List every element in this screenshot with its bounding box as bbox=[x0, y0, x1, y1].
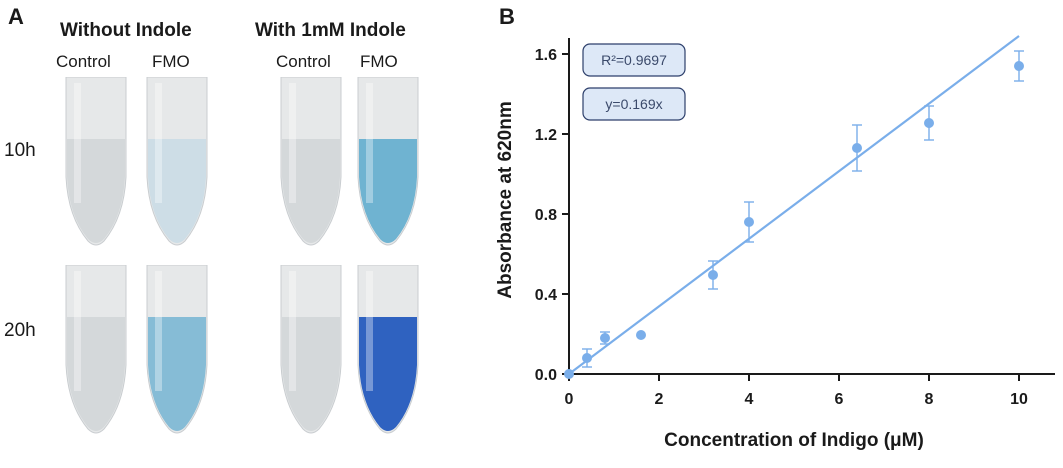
col-label-control-1: Control bbox=[56, 52, 111, 71]
x-tick-label: 0 bbox=[565, 391, 574, 408]
data-point bbox=[564, 369, 574, 379]
data-point bbox=[600, 333, 610, 343]
panel-a-letter: A bbox=[8, 4, 24, 29]
annotation-frame bbox=[582, 43, 686, 77]
tube-10h-1 bbox=[65, 77, 127, 246]
data-point bbox=[852, 143, 862, 153]
x-tick-label: 8 bbox=[925, 391, 934, 408]
fit-line-group bbox=[568, 35, 1020, 375]
x-tick-label: 2 bbox=[655, 391, 664, 408]
y-tick-label: 0.4 bbox=[535, 287, 557, 304]
annotation-boxes: R²=0.9697 y=0.169x bbox=[582, 43, 686, 121]
x-tick-label: 6 bbox=[835, 391, 844, 408]
tube-20h-2 bbox=[146, 265, 208, 434]
y-axis-label: Absorbance at 620nm bbox=[495, 101, 516, 298]
absorbance-chart: B 0 2 4 6 8 10 0.0 0.4 0.8 1.2 1.6 R²=0.9697 y=0.16… bbox=[495, 4, 1055, 451]
group-title-without-indole: Without Indole bbox=[60, 20, 192, 41]
tube-20h-3 bbox=[280, 265, 342, 434]
col-label-fmo-2: FMO bbox=[360, 52, 398, 71]
annotation-frame bbox=[582, 87, 686, 121]
y-tick-label: 1.6 bbox=[535, 47, 557, 64]
data-point bbox=[1014, 61, 1024, 71]
x-tick-label: 4 bbox=[745, 391, 754, 408]
tube-10h-3 bbox=[280, 77, 342, 246]
chart-ticks: 0 2 4 6 8 10 0.0 0.4 0.8 1.2 1.6 bbox=[535, 47, 1028, 408]
data-point bbox=[924, 118, 934, 128]
tube-20h-4 bbox=[357, 265, 419, 434]
col-label-control-2: Control bbox=[276, 52, 331, 71]
annotation-text: R²=0.9697 bbox=[601, 52, 667, 68]
data-point bbox=[744, 217, 754, 227]
y-tick-label: 1.2 bbox=[535, 127, 557, 144]
y-tick-label: 0.0 bbox=[535, 367, 557, 384]
tube-10h-2 bbox=[146, 77, 208, 246]
panel-b-letter: B bbox=[499, 4, 515, 29]
data-point bbox=[636, 330, 646, 340]
fit-line bbox=[568, 35, 1020, 375]
annotation-box: y=0.169x bbox=[582, 87, 686, 121]
col-label-fmo-1: FMO bbox=[152, 52, 190, 71]
data-point bbox=[582, 353, 592, 363]
annotation-box: R²=0.9697 bbox=[582, 43, 686, 77]
x-axis-label: Concentration of Indigo (μM) bbox=[664, 430, 924, 451]
row-label-20h: 20h bbox=[4, 320, 36, 341]
row-label-10h: 10h bbox=[4, 140, 36, 161]
x-tick-label: 10 bbox=[1010, 391, 1028, 408]
y-tick-label: 0.8 bbox=[535, 207, 557, 224]
annotation-text: y=0.169x bbox=[605, 96, 662, 112]
tube-10h-4 bbox=[357, 77, 419, 246]
tube-20h-1 bbox=[65, 265, 127, 434]
chart-axes bbox=[568, 38, 1055, 375]
data-point bbox=[708, 270, 718, 280]
data-points bbox=[564, 50, 1024, 379]
group-title-with-indole: With 1mM Indole bbox=[255, 20, 406, 41]
